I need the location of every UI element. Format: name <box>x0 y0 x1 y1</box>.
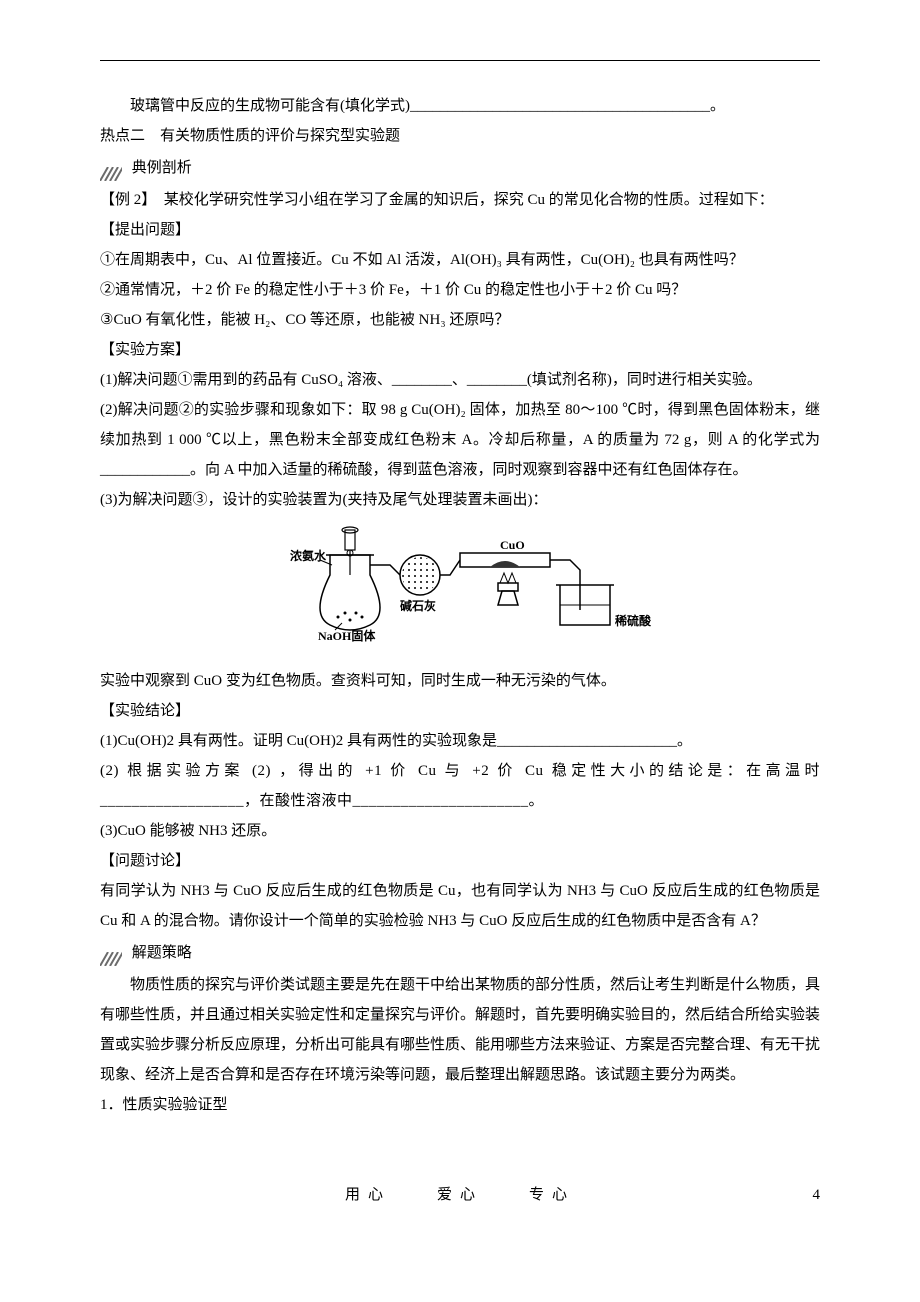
example2-intro: 某校化学研究性学习小组在学习了金属的知识后，探究 Cu 的常见化合物的性质。过程… <box>149 192 774 208</box>
drying-tube-icon <box>400 555 440 595</box>
example2: 【例 2】 某校化学研究性学习小组在学习了金属的知识后，探究 Cu 的常见化合物… <box>100 185 820 215</box>
h2so4-label: 稀硫酸 <box>615 613 652 628</box>
stripes-icon <box>100 947 122 961</box>
conclusion-heading: 【实验结论】 <box>100 696 820 726</box>
hotspot-title: 热点二 有关物质性质的评价与探究型实验题 <box>100 121 820 151</box>
conc3: (3)CuO 能够被 NH3 还原。 <box>100 816 820 846</box>
q2: ②通常情况，＋2 价 Fe 的稳定性小于＋3 价 Fe，＋1 价 Cu 的稳定性… <box>100 275 820 305</box>
example2-label: 【例 2】 <box>100 192 149 208</box>
plan3: (3)为解决问题③，设计的实验装置为(夹持及尾气处理装置未画出)： <box>100 485 820 515</box>
analysis-label: 典例剖析 <box>132 160 192 176</box>
burner-icon <box>498 573 518 605</box>
horizontal-rule <box>100 60 820 61</box>
cuo-label: CuO <box>500 538 525 552</box>
page-number: 4 <box>790 1180 820 1210</box>
lime-label: 碱石灰 <box>400 598 436 613</box>
top-line: 玻璃管中反应的生成物可能含有(填化学式)____________________… <box>100 91 820 121</box>
page-footer: 用心 爱心 专心 4 <box>100 1180 820 1210</box>
type1: 1．性质实验验证型 <box>100 1090 820 1120</box>
glass-tube-icon <box>460 553 550 567</box>
plan3-after: 实验中观察到 CuO 变为红色物质。查资料可知，同时生成一种无污染的气体。 <box>100 666 820 696</box>
flask-icon <box>320 527 380 630</box>
section-strategy: 解题策略 <box>100 938 820 968</box>
plan-heading: 【实验方案】 <box>100 335 820 365</box>
beaker-icon <box>556 585 614 625</box>
footer-text: 用心 爱心 专心 <box>130 1180 790 1210</box>
q3: ③CuO 有氧化性，能被 H₂、CO 等还原，也能被 NH₃ 还原吗？ <box>100 305 820 335</box>
plan2: (2)解决问题②的实验步骤和现象如下：取 98 g Cu(OH)₂ 固体，加热至… <box>100 395 820 485</box>
discuss-body: 有同学认为 NH3 与 CuO 反应后生成的红色物质是 Cu，也有同学认为 NH… <box>100 876 820 936</box>
discuss-heading: 【问题讨论】 <box>100 846 820 876</box>
section-analysis: 典例剖析 <box>100 153 820 183</box>
question-heading: 【提出问题】 <box>100 215 820 245</box>
experiment-diagram: 浓氨水 NaOH固体 碱石灰 CuO <box>100 525 820 656</box>
naoh-label: NaOH固体 <box>318 628 376 643</box>
plan1: (1)解决问题①需用到的药品有 CuSO₄ 溶液、________、______… <box>100 365 820 395</box>
strategy-label: 解题策略 <box>132 945 192 961</box>
conc2: (2) 根据实验方案 (2) ，得出的 +1 价 Cu 与 +2 价 Cu 稳定… <box>100 756 820 816</box>
conc1: (1)Cu(OH)2 具有两性。证明 Cu(OH)2 具有两性的实验现象是___… <box>100 726 820 756</box>
strategy-body: 物质性质的探究与评价类试题主要是先在题干中给出某物质的部分性质，然后让考生判断是… <box>100 970 820 1090</box>
stripes-icon <box>100 162 122 176</box>
q1: ①在周期表中，Cu、Al 位置接近。Cu 不如 Al 活泼，Al(OH)₃ 具有… <box>100 245 820 275</box>
